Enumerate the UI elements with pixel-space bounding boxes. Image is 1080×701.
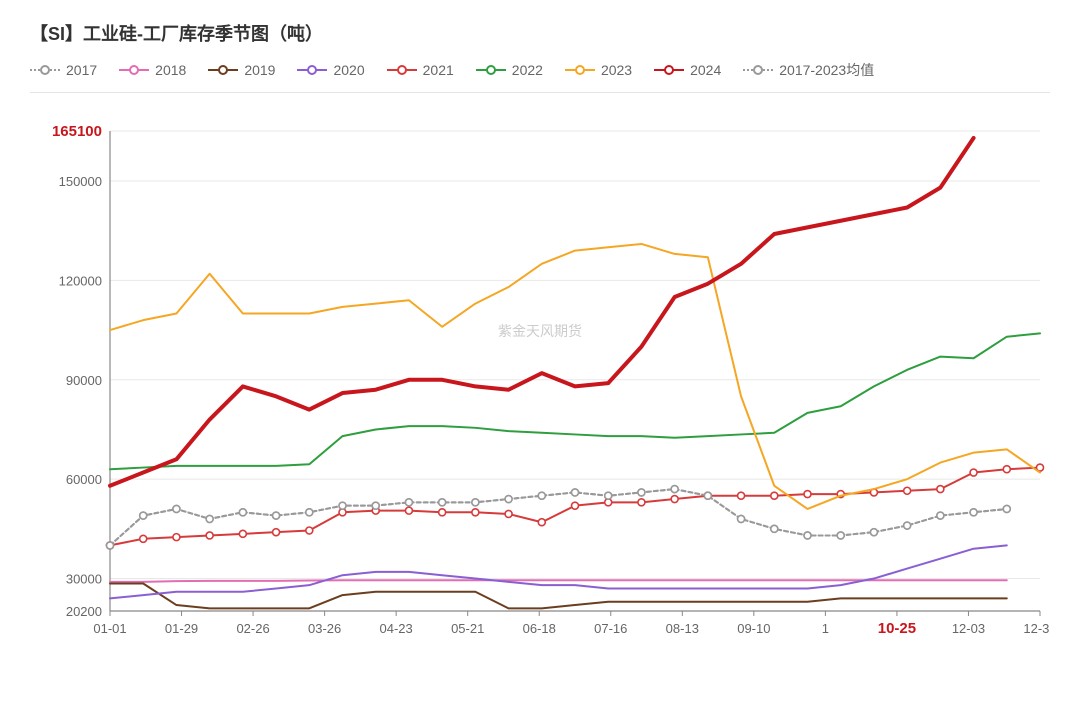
svg-text:08-13: 08-13 — [666, 621, 699, 636]
chart-container: 紫金天风期货 202003000060000900001200001500001… — [30, 101, 1050, 661]
svg-text:165100: 165100 — [52, 123, 102, 140]
legend-label: 2017 — [66, 62, 97, 78]
svg-text:04-23: 04-23 — [380, 621, 413, 636]
legend-item[interactable]: 2022 — [476, 62, 543, 78]
svg-text:05-21: 05-21 — [451, 621, 484, 636]
svg-text:10-25: 10-25 — [878, 620, 916, 637]
legend-label: 2023 — [601, 62, 632, 78]
legend-item[interactable]: 2023 — [565, 62, 632, 78]
legend-item[interactable]: 2024 — [654, 62, 721, 78]
svg-text:06-18: 06-18 — [523, 621, 556, 636]
svg-text:01-01: 01-01 — [93, 621, 126, 636]
svg-text:150000: 150000 — [59, 174, 102, 189]
legend-label: 2020 — [333, 62, 364, 78]
svg-text:09-10: 09-10 — [737, 621, 770, 636]
legend: 2017 2018 2019 2020 2021 2022 2023 2024 2017-202… — [30, 60, 1050, 93]
legend-label: 2021 — [423, 62, 454, 78]
svg-text:02-26: 02-26 — [236, 621, 269, 636]
svg-text:60000: 60000 — [66, 472, 102, 487]
svg-text:12-31: 12-31 — [1023, 621, 1050, 636]
legend-item[interactable]: 2017 — [30, 62, 97, 78]
legend-label: 2024 — [690, 62, 721, 78]
svg-text:01-29: 01-29 — [165, 621, 198, 636]
legend-label: 2017-2023均值 — [779, 60, 874, 80]
svg-text:12-03: 12-03 — [952, 621, 985, 636]
legend-label: 2022 — [512, 62, 543, 78]
svg-text:120000: 120000 — [59, 273, 102, 288]
legend-item[interactable]: 2017-2023均值 — [743, 60, 874, 80]
svg-text:03-26: 03-26 — [308, 621, 341, 636]
chart-title: 【SI】工业硅-工厂库存季节图（吨） — [30, 20, 1050, 46]
svg-text:1: 1 — [822, 621, 829, 636]
legend-item[interactable]: 2019 — [208, 62, 275, 78]
legend-item[interactable]: 2021 — [387, 62, 454, 78]
line-chart: 20200 30000 60000 90000 120000 150000 165100 01… — [30, 101, 1050, 661]
legend-item[interactable]: 2018 — [119, 62, 186, 78]
legend-label: 2018 — [155, 62, 186, 78]
legend-label: 2019 — [244, 62, 275, 78]
svg-text:30000: 30000 — [66, 572, 102, 587]
svg-text:20200: 20200 — [66, 604, 102, 619]
svg-text:07-16: 07-16 — [594, 621, 627, 636]
svg-text:90000: 90000 — [66, 373, 102, 388]
legend-item[interactable]: 2020 — [297, 62, 364, 78]
